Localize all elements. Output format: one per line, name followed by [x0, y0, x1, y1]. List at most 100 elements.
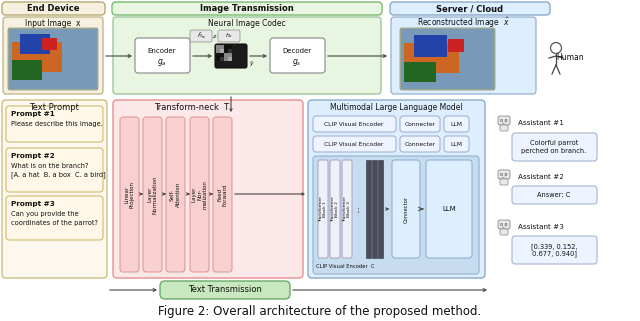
Text: LLM: LLM [450, 122, 462, 126]
FancyBboxPatch shape [120, 117, 139, 272]
Text: Transformer
Block 2: Transformer Block 2 [331, 196, 339, 222]
Text: What is on the branch?: What is on the branch? [11, 163, 88, 169]
FancyBboxPatch shape [313, 116, 396, 132]
Text: o_o: o_o [500, 172, 508, 177]
Bar [42, 38, 57, 50]
Text: Text Transmission: Text Transmission [188, 285, 262, 294]
Bar [366, 160, 371, 258]
Text: $h_s$: $h_s$ [225, 31, 233, 40]
Text: Server / Cloud: Server / Cloud [436, 4, 504, 13]
Text: o_o: o_o [500, 118, 508, 123]
Text: Self-
Attention: Self- Attention [170, 182, 181, 207]
FancyBboxPatch shape [8, 28, 98, 90]
FancyBboxPatch shape [213, 117, 232, 272]
FancyBboxPatch shape [444, 136, 469, 152]
Text: o_o: o_o [500, 222, 508, 227]
FancyBboxPatch shape [143, 117, 162, 272]
Text: Prompt #1: Prompt #1 [11, 111, 55, 117]
Text: CLIP Visual Encoder  C: CLIP Visual Encoder C [316, 265, 374, 270]
Text: Assistant #2: Assistant #2 [518, 174, 564, 180]
Text: Feed
Forward: Feed Forward [217, 183, 228, 205]
Bar [401, 29, 494, 89]
Text: $\hat{y}$: $\hat{y}$ [249, 59, 255, 69]
FancyBboxPatch shape [512, 133, 597, 161]
Text: Input Image  x: Input Image x [25, 19, 81, 28]
Bar [9, 29, 97, 89]
FancyBboxPatch shape [2, 2, 105, 15]
Text: Encoder: Encoder [148, 48, 176, 54]
Text: LLM: LLM [450, 142, 462, 146]
FancyBboxPatch shape [392, 160, 420, 258]
Text: $g_s$: $g_s$ [292, 56, 302, 67]
Text: Transform-neck  T: Transform-neck T [154, 103, 230, 112]
Text: [0.339, 0.152,
 0.677, 0.940]: [0.339, 0.152, 0.677, 0.940] [531, 243, 577, 257]
Text: Image Transmission: Image Transmission [200, 4, 294, 13]
Bar [224, 53, 232, 61]
Text: Linear
Projection: Linear Projection [124, 181, 135, 208]
FancyBboxPatch shape [342, 160, 352, 258]
Text: CLIP Visual Encoder: CLIP Visual Encoder [324, 142, 384, 146]
Bar [12, 60, 42, 80]
Text: $\hat{h}_a$: $\hat{h}_a$ [196, 31, 205, 41]
Text: Colorful parrot
perched on branch.: Colorful parrot perched on branch. [522, 141, 587, 153]
Bar [372, 160, 377, 258]
Bar [378, 160, 383, 258]
Text: z: z [212, 34, 216, 39]
Text: CLIP Visual Encoder: CLIP Visual Encoder [324, 122, 384, 126]
Text: Assistant #1: Assistant #1 [518, 120, 564, 126]
Text: Transformer
Block 1: Transformer Block 1 [319, 196, 327, 222]
FancyBboxPatch shape [313, 156, 479, 274]
FancyBboxPatch shape [308, 100, 485, 278]
Bar [216, 45, 224, 53]
FancyBboxPatch shape [215, 44, 247, 68]
FancyBboxPatch shape [500, 125, 508, 131]
Text: Can you provide the: Can you provide the [11, 211, 79, 217]
Text: ...: ... [353, 205, 362, 213]
Bar [228, 57, 232, 61]
Text: $g_a$: $g_a$ [157, 56, 167, 67]
Bar [216, 53, 224, 61]
FancyBboxPatch shape [112, 2, 382, 15]
FancyBboxPatch shape [400, 136, 440, 152]
FancyBboxPatch shape [330, 160, 340, 258]
Text: Human: Human [556, 54, 584, 63]
Text: Reconstructed Image  $\hat{x}$: Reconstructed Image $\hat{x}$ [417, 16, 509, 30]
FancyBboxPatch shape [500, 229, 508, 235]
FancyBboxPatch shape [512, 236, 597, 264]
Text: Answer: C: Answer: C [538, 192, 571, 198]
Bar [12, 42, 62, 72]
Bar [228, 49, 232, 53]
FancyBboxPatch shape [391, 17, 536, 94]
Bar [448, 39, 464, 52]
Bar [404, 62, 436, 82]
Text: Assistant #3: Assistant #3 [518, 224, 564, 230]
FancyBboxPatch shape [2, 100, 107, 278]
Text: Transformer
Block 3: Transformer Block 3 [342, 196, 351, 222]
FancyBboxPatch shape [400, 116, 440, 132]
Bar [220, 57, 224, 61]
Text: Multimodal Large Language Model: Multimodal Large Language Model [330, 103, 462, 112]
Bar [20, 34, 50, 54]
Text: End Device: End Device [27, 4, 79, 13]
FancyBboxPatch shape [113, 17, 381, 94]
FancyBboxPatch shape [166, 117, 185, 272]
FancyBboxPatch shape [6, 148, 103, 192]
Text: Figure 2: Overall architecture of the proposed method.: Figure 2: Overall architecture of the pr… [158, 306, 482, 318]
FancyBboxPatch shape [426, 160, 472, 258]
Text: Prompt #3: Prompt #3 [11, 201, 55, 207]
FancyBboxPatch shape [512, 186, 597, 204]
FancyBboxPatch shape [498, 220, 510, 229]
FancyBboxPatch shape [3, 17, 103, 94]
Text: Please describe this image.: Please describe this image. [11, 121, 103, 127]
FancyBboxPatch shape [6, 196, 103, 240]
Text: [A. a hat  B. a box  C. a bird]: [A. a hat B. a box C. a bird] [11, 172, 106, 178]
Bar [414, 35, 447, 57]
FancyBboxPatch shape [218, 30, 240, 42]
Text: Connecter: Connecter [404, 142, 436, 146]
Text: Connector: Connector [403, 195, 408, 222]
Bar [220, 49, 224, 53]
Text: Decoder: Decoder [282, 48, 312, 54]
FancyBboxPatch shape [313, 136, 396, 152]
Bar [404, 43, 459, 73]
Text: Text Prompt: Text Prompt [29, 103, 79, 112]
